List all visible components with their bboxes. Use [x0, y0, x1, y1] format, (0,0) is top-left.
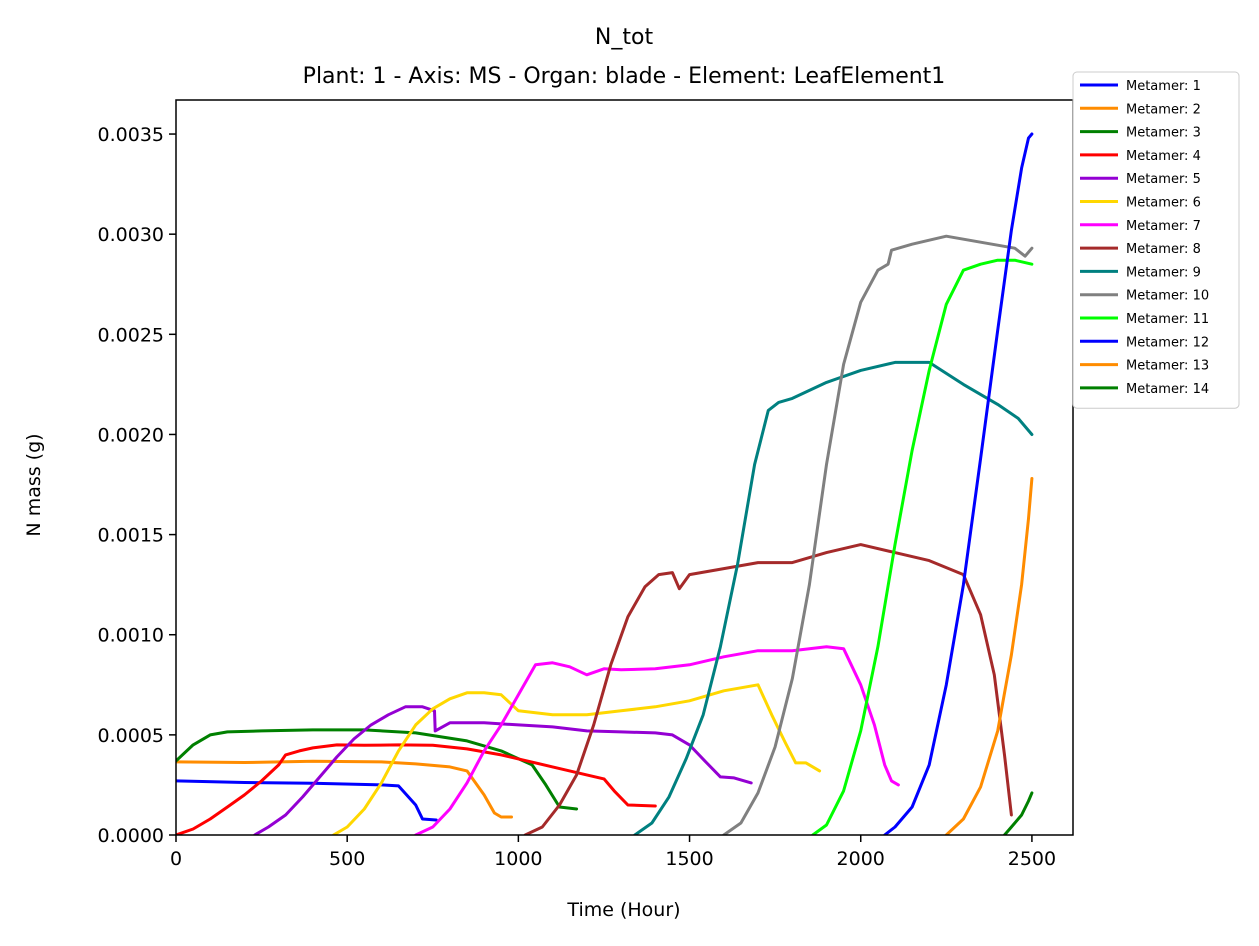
series-line-5	[253, 705, 753, 835]
chart-subtitle: Plant: 1 - Axis: MS - Organ: blade - Ele…	[303, 64, 946, 89]
x-tick-label: 1000	[494, 848, 542, 870]
legend-label: Metamer: 7	[1126, 219, 1201, 234]
y-tick-label: 0.0020	[98, 424, 164, 446]
legend-label: Metamer: 3	[1126, 126, 1201, 141]
plot-frame	[175, 99, 1074, 836]
legend-label: Metamer: 13	[1126, 359, 1209, 374]
series-line-14	[1003, 791, 1034, 835]
series-line-12	[883, 132, 1034, 835]
series-line-4	[176, 743, 657, 835]
series-line-11	[811, 258, 1034, 835]
legend-label: Metamer: 11	[1126, 312, 1209, 327]
y-tick-label: 0.0030	[98, 224, 164, 246]
legend-label: Metamer: 8	[1126, 242, 1201, 257]
legend-label: Metamer: 14	[1126, 382, 1209, 397]
legend-label: Metamer: 4	[1126, 149, 1201, 164]
x-tick-label: 0	[170, 848, 182, 870]
legend-label: Metamer: 1	[1126, 79, 1201, 94]
legend-label: Metamer: 6	[1126, 196, 1201, 211]
y-tick-label: 0.0000	[98, 825, 164, 847]
x-tick-label: 500	[329, 848, 365, 870]
y-axis-label: N mass (g)	[23, 433, 45, 536]
series-line-6	[332, 683, 822, 835]
y-tick-label: 0.0015	[98, 525, 164, 547]
legend-label: Metamer: 10	[1126, 289, 1209, 304]
series-line-1	[176, 779, 438, 822]
x-tick-label: 2000	[837, 848, 885, 870]
series-line-10	[722, 234, 1034, 835]
legend-label: Metamer: 12	[1126, 335, 1209, 350]
x-tick-label: 2500	[1008, 848, 1056, 870]
x-axis-label: Time (Hour)	[566, 899, 680, 921]
y-tick-label: 0.0035	[98, 124, 164, 146]
y-tick-label: 0.0025	[98, 324, 164, 346]
plot-area	[176, 132, 1034, 835]
series-line-3	[176, 728, 579, 811]
y-tick-label: 0.0010	[98, 625, 164, 647]
series-line-9	[633, 360, 1034, 835]
series-line-2	[176, 759, 513, 819]
chart-title: N_tot	[595, 25, 654, 50]
legend-label: Metamer: 9	[1126, 265, 1201, 280]
legend: Metamer: 1 Metamer: 2 Metamer: 3 Metamer: 4…	[1072, 71, 1240, 409]
series-line-7	[414, 645, 900, 835]
legend-label: Metamer: 5	[1126, 172, 1201, 187]
series-line-8	[523, 543, 1013, 835]
series-line-13	[944, 477, 1034, 835]
axes: 0 500 1000 1500 2000 2500 0.0000 0.0005 0.0010 0.…	[98, 99, 1074, 870]
y-tick-label: 0.0005	[98, 725, 164, 747]
legend-label: Metamer: 2	[1126, 102, 1201, 117]
x-tick-label: 1500	[665, 848, 713, 870]
